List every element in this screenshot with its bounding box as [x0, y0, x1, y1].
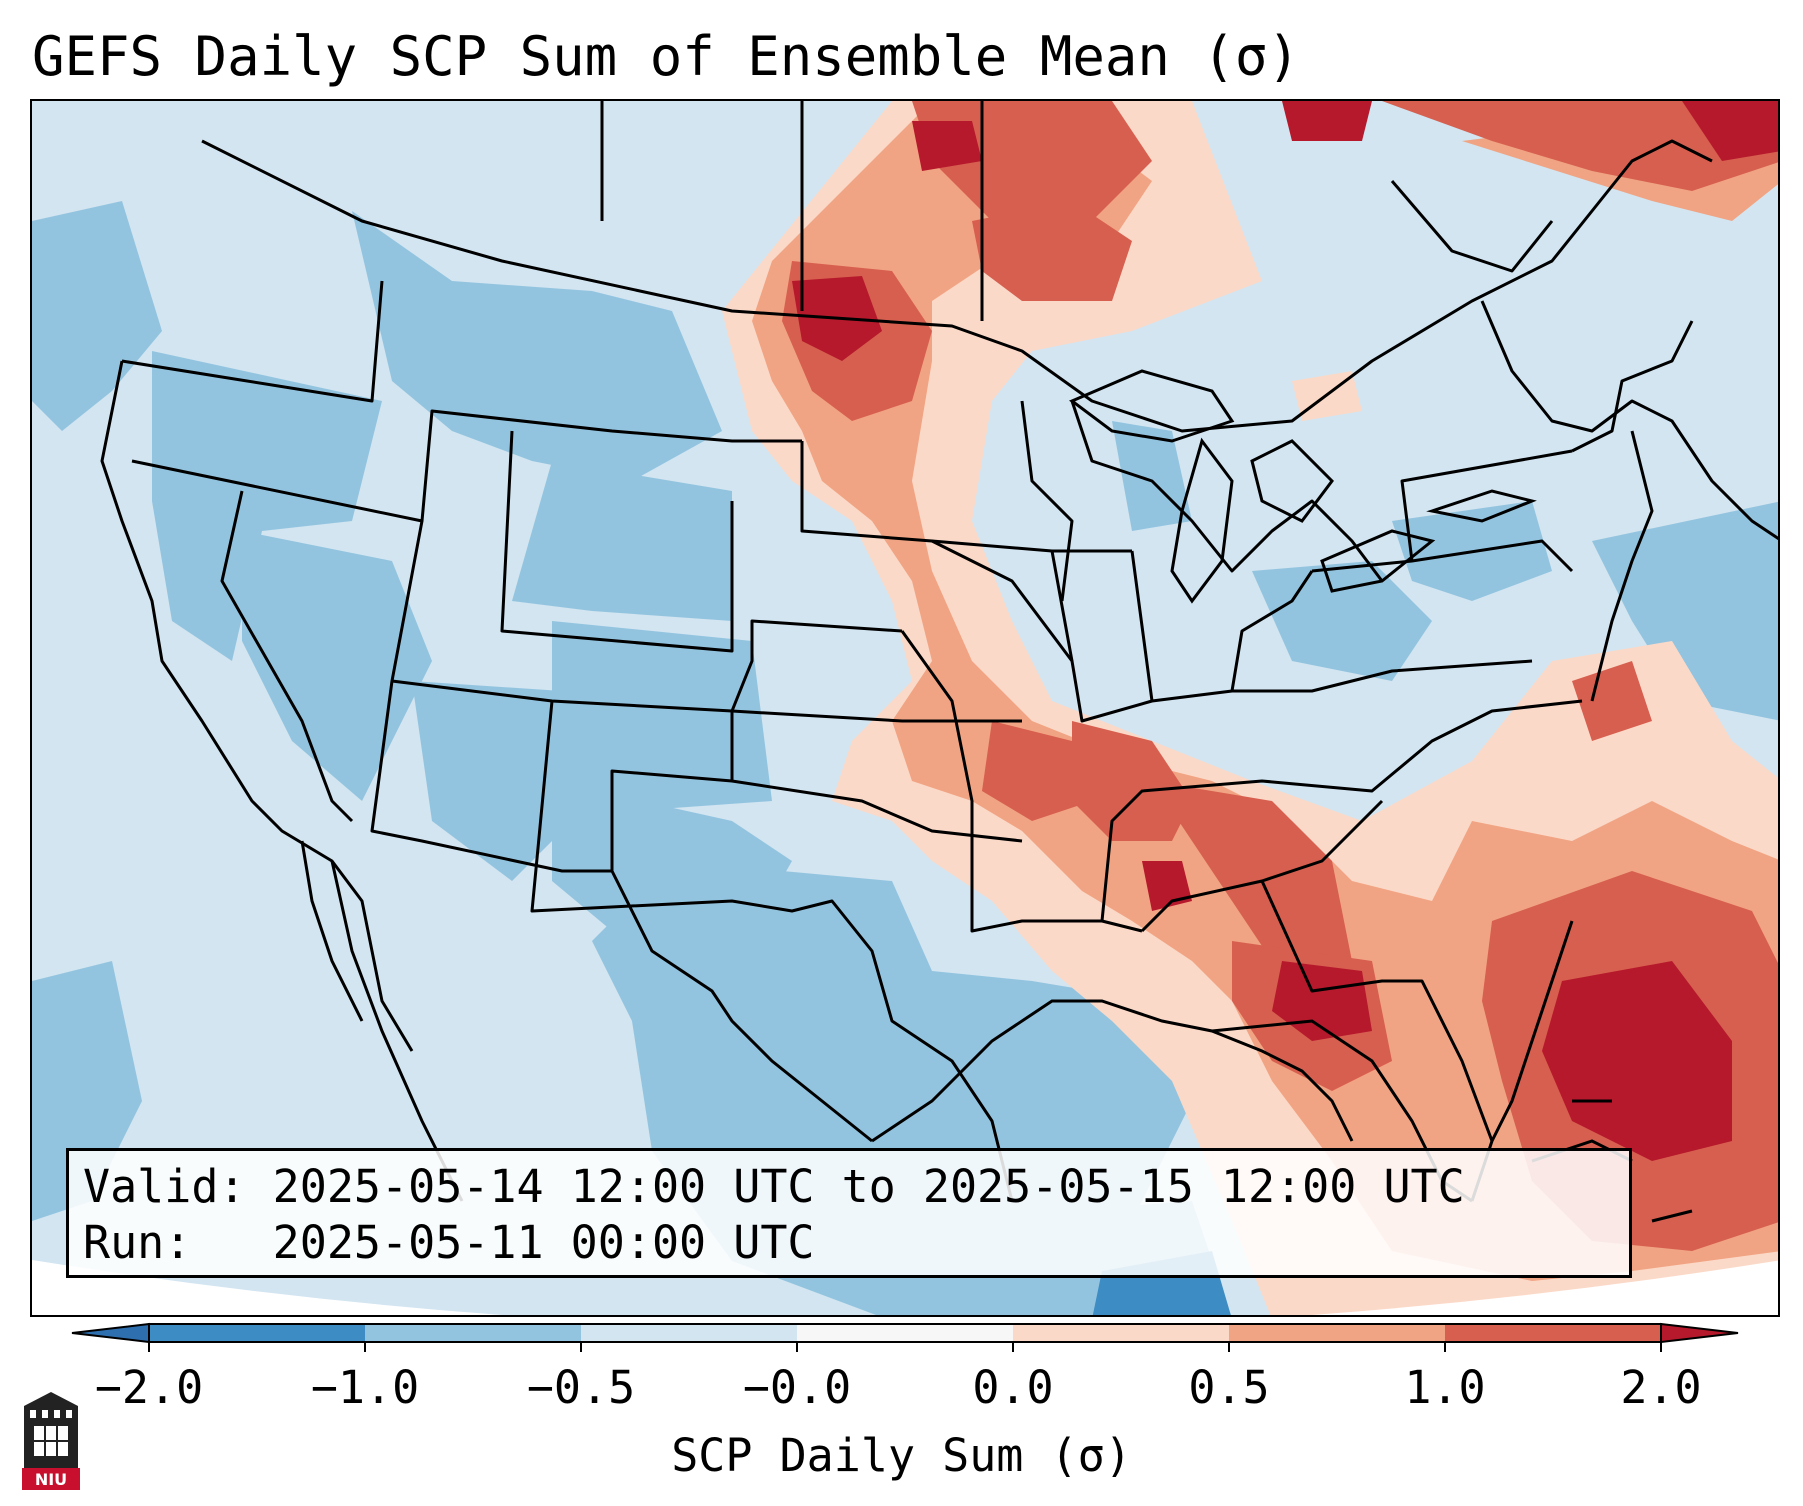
logo-text: NIU	[35, 1470, 67, 1489]
colorbar	[71, 1322, 1739, 1352]
colorbar-tick: −0.5	[526, 1361, 636, 1414]
colorbar-tick: −0.0	[742, 1361, 852, 1414]
great-lakes	[1069, 369, 1537, 604]
colorbar-label: SCP Daily Sum (σ)	[671, 1429, 1132, 1482]
colorbar-segment-4	[797, 1324, 1013, 1342]
colorbar-segment-6	[1229, 1324, 1445, 1342]
colorbar-segment-3	[581, 1324, 797, 1342]
colorbar-extend-high	[1660, 1322, 1739, 1344]
colorbar-tick: −1.0	[310, 1361, 420, 1414]
colorbar-tick: 1.0	[1404, 1361, 1486, 1414]
colorbar-tick: 2.0	[1620, 1361, 1702, 1414]
colorbar-segment-5	[1013, 1324, 1229, 1342]
map-panel	[30, 99, 1780, 1317]
niu-castle-icon: NIU	[22, 1392, 80, 1490]
colorbar-tick: −2.0	[94, 1361, 204, 1414]
colorbar-tick: 0.5	[1188, 1361, 1270, 1414]
colorbar-extend-low	[71, 1322, 150, 1344]
run-label: Run:	[83, 1216, 192, 1269]
state-boundaries	[100, 101, 1778, 1202]
map-title: GEFS Daily SCP Sum of Ensemble Mean (σ)	[32, 25, 1300, 88]
valid-value: 2025-05-14 12:00 UTC to 2025-05-15 12:00…	[272, 1160, 1465, 1213]
colorbar-segment-7	[1445, 1324, 1661, 1342]
coastlines	[300, 840, 1693, 1223]
valid-run-info-box: Valid: 2025-05-14 12:00 UTC to 2025-05-1…	[66, 1148, 1632, 1278]
scp-field-map	[32, 101, 1778, 1315]
run-value: 2025-05-11 00:00 UTC	[272, 1216, 815, 1269]
valid-label: Valid:	[83, 1160, 246, 1213]
colorbar-tick: 0.0	[972, 1361, 1054, 1414]
colorbar-segment-2	[365, 1324, 581, 1342]
colorbar-segment-1	[149, 1324, 365, 1342]
